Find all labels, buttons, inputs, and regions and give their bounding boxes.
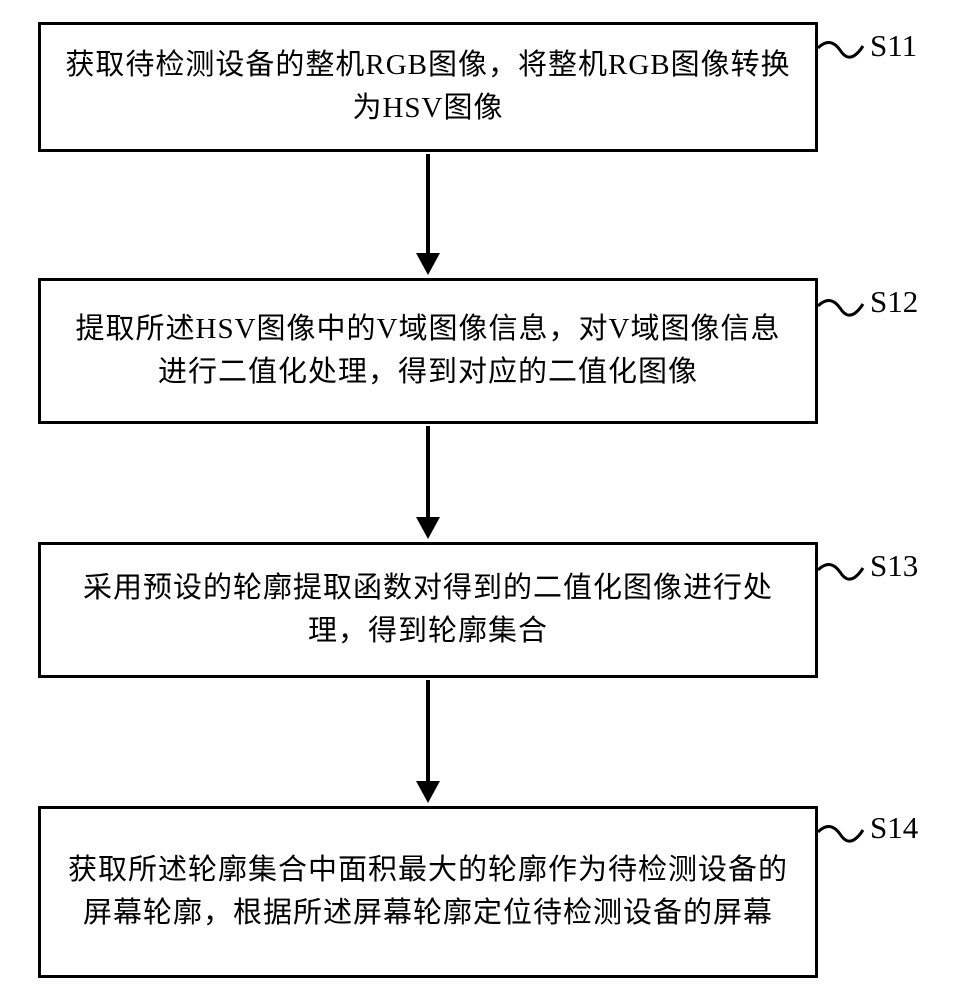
flowchart-node-s12: 提取所述HSV图像中的V域图像信息，对V域图像信息进行二值化处理，得到对应的二值…	[38, 278, 818, 424]
node-s11-text: 获取待检测设备的整机RGB图像，将整机RGB图像转换为HSV图像	[61, 44, 795, 131]
node-s13-text: 采用预设的轮廓提取函数对得到的二值化图像进行处理，得到轮廓集合	[61, 567, 795, 654]
step-label-s13: S13	[870, 548, 918, 584]
connector-squiggle-s11	[818, 28, 868, 88]
flowchart-node-s14: 获取所述轮廓集合中面积最大的轮廓作为待检测设备的屏幕轮廓，根据所述屏幕轮廓定位待…	[38, 806, 818, 978]
connector-squiggle-s13	[818, 550, 868, 610]
step-label-s12: S12	[870, 284, 918, 320]
arrow-s12-s13	[416, 426, 440, 539]
node-s12-text: 提取所述HSV图像中的V域图像信息，对V域图像信息进行二值化处理，得到对应的二值…	[61, 308, 795, 395]
step-label-s11: S11	[870, 28, 917, 64]
flowchart-node-s11: 获取待检测设备的整机RGB图像，将整机RGB图像转换为HSV图像	[38, 22, 818, 152]
connector-squiggle-s12	[818, 286, 868, 346]
flowchart-node-s13: 采用预设的轮廓提取函数对得到的二值化图像进行处理，得到轮廓集合	[38, 542, 818, 678]
node-s14-text: 获取所述轮廓集合中面积最大的轮廓作为待检测设备的屏幕轮廓，根据所述屏幕轮廓定位待…	[61, 849, 795, 936]
arrow-s13-s14	[416, 680, 440, 803]
flowchart-canvas: 获取待检测设备的整机RGB图像，将整机RGB图像转换为HSV图像 S11 提取所…	[0, 0, 961, 1000]
connector-squiggle-s14	[818, 812, 868, 872]
arrow-s11-s12	[416, 154, 440, 275]
step-label-s14: S14	[870, 810, 918, 846]
